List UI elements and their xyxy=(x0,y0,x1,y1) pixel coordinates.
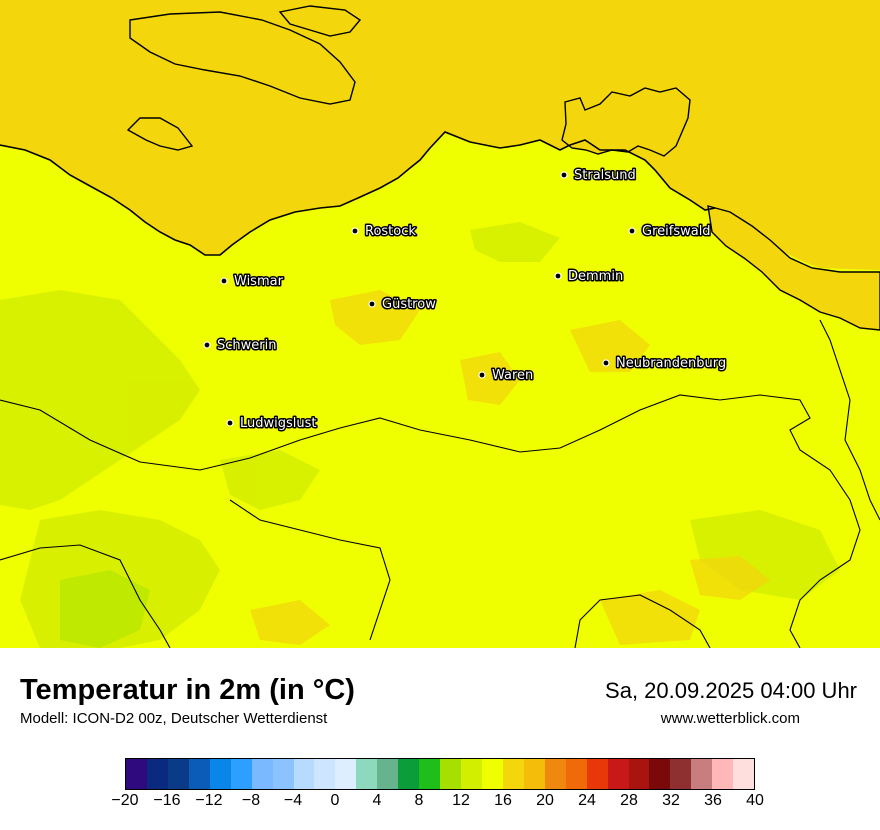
colorbar-swatch xyxy=(502,759,524,789)
footer: Temperatur in 2m (in °C) Modell: ICON-D2… xyxy=(0,648,880,830)
colorbar-tick-label: −20 xyxy=(111,792,139,809)
colorbar-tick-label: 8 xyxy=(414,792,424,809)
colorbar-swatch xyxy=(146,759,168,789)
city-label: Demmin xyxy=(568,269,623,284)
colorbar-tick-label: 28 xyxy=(620,792,638,809)
city-marker-dot xyxy=(221,278,227,284)
city-demmin: Demmin xyxy=(554,268,625,286)
temperature-colorbar xyxy=(125,758,755,790)
city-waren: Waren xyxy=(478,367,535,385)
colorbar-tick-label: 32 xyxy=(662,792,680,809)
site-url[interactable]: www.wetterblick.com xyxy=(660,710,800,727)
city-ludwigslust: Ludwigslust xyxy=(226,415,318,433)
city-marker-dot xyxy=(479,372,485,378)
city-marker-dot xyxy=(352,228,358,234)
colorbar-swatch xyxy=(230,759,252,789)
island-poel xyxy=(126,117,194,151)
city-label: Stralsund xyxy=(574,168,636,183)
city-label: Rostock xyxy=(365,224,416,239)
colorbar-swatch xyxy=(126,759,147,789)
colorbar-swatch xyxy=(461,759,482,789)
city-marker-dot xyxy=(603,360,609,366)
colorbar-swatch xyxy=(544,759,566,789)
city-marker-dot xyxy=(561,172,567,178)
map-title: Temperatur in 2m (in °C) xyxy=(20,674,355,706)
oder-border xyxy=(819,319,880,521)
colorbar-swatch xyxy=(314,759,336,789)
city-schwerin: Schwerin xyxy=(203,337,278,355)
colorbar-swatch xyxy=(481,759,503,789)
city-rostock: Rostock xyxy=(351,223,418,241)
warm-regions xyxy=(250,290,770,645)
colorbar-swatch xyxy=(335,759,357,789)
colorbar-swatch xyxy=(670,759,692,789)
city-greifswald: Greifswald xyxy=(628,223,712,241)
city-label: Waren xyxy=(492,368,533,383)
colorbar-tick-label: 36 xyxy=(704,792,722,809)
city-gstrow: Güstrow xyxy=(368,296,438,314)
colorbar-tick-label: 4 xyxy=(372,792,382,809)
colorbar-swatch xyxy=(523,759,545,789)
colorbar-swatch xyxy=(209,759,231,789)
city-marker-dot xyxy=(369,301,375,307)
colorbar-swatch xyxy=(649,759,671,789)
city-label: Greifswald xyxy=(642,224,711,239)
colorbar-swatch xyxy=(167,759,189,789)
city-label: Ludwigslust xyxy=(240,416,317,431)
state-border-3 xyxy=(229,499,391,641)
city-wismar: Wismar xyxy=(220,273,285,291)
colorbar-tick-label: 12 xyxy=(452,792,470,809)
city-marker-dot xyxy=(629,228,635,234)
state-border-2 xyxy=(0,544,171,649)
island-usedom xyxy=(707,205,880,331)
city-stralsund: Stralsund xyxy=(560,167,637,185)
city-label: Schwerin xyxy=(217,338,276,353)
city-label: Güstrow xyxy=(382,297,436,312)
city-neubrandenburg: Neubrandenburg xyxy=(602,355,728,373)
coastline xyxy=(0,131,716,256)
colorbar-ticks: −20 −16 −12 −8 −4 0 4 8 12 16 20 24 28 32 36 40 xyxy=(0,792,880,822)
colorbar-swatch xyxy=(586,759,608,789)
colorbar-tick-label: −8 xyxy=(241,792,261,809)
colorbar-tick-label: 24 xyxy=(578,792,596,809)
colorbar-swatch xyxy=(251,759,273,789)
colorbar-tick-label: −12 xyxy=(195,792,223,809)
colorbar-swatch xyxy=(356,759,378,789)
colorbar-swatch xyxy=(628,759,650,789)
colorbar-swatch xyxy=(712,759,734,789)
city-marker-dot xyxy=(555,273,561,279)
colorbar-swatch xyxy=(607,759,629,789)
colorbar-swatch xyxy=(188,759,210,789)
forecast-datetime: Sa, 20.09.2025 04:00 Uhr xyxy=(605,678,857,703)
island-ruegen xyxy=(561,87,691,157)
state-border xyxy=(0,394,861,649)
colorbar-tick-label: −16 xyxy=(153,792,181,809)
city-markers: Stralsund Rostock Greifswald Wismar Demmin Gü… xyxy=(203,167,728,433)
city-label: Wismar xyxy=(234,274,284,289)
colorbar-tick-label: 20 xyxy=(536,792,554,809)
colorbar-swatch xyxy=(398,759,420,789)
colorbar-swatch xyxy=(440,759,461,789)
island-top-right xyxy=(278,5,362,37)
colorbar-swatch xyxy=(565,759,587,789)
city-label: Neubrandenburg xyxy=(616,356,726,371)
colorbar-swatch xyxy=(293,759,315,789)
model-subtitle: Modell: ICON-D2 00z, Deutscher Wetterdie… xyxy=(20,710,328,727)
city-marker-dot xyxy=(227,420,233,426)
colorbar-tick-label: −4 xyxy=(283,792,303,809)
colorbar-tick-label: 40 xyxy=(746,792,764,809)
colorbar-swatch xyxy=(691,759,713,789)
colorbar-swatch xyxy=(272,759,294,789)
colorbar-swatch xyxy=(377,759,399,789)
colorbar-tick-label: 0 xyxy=(330,792,340,809)
city-marker-dot xyxy=(204,342,210,348)
temperature-map: Stralsund Rostock Greifswald Wismar Demmin Gü… xyxy=(0,0,880,649)
colorbar-tick-label: 16 xyxy=(494,792,512,809)
colorbar-swatch xyxy=(419,759,441,789)
state-border-4 xyxy=(574,594,711,649)
colorbar-swatch xyxy=(733,759,755,789)
island-top xyxy=(129,11,356,105)
